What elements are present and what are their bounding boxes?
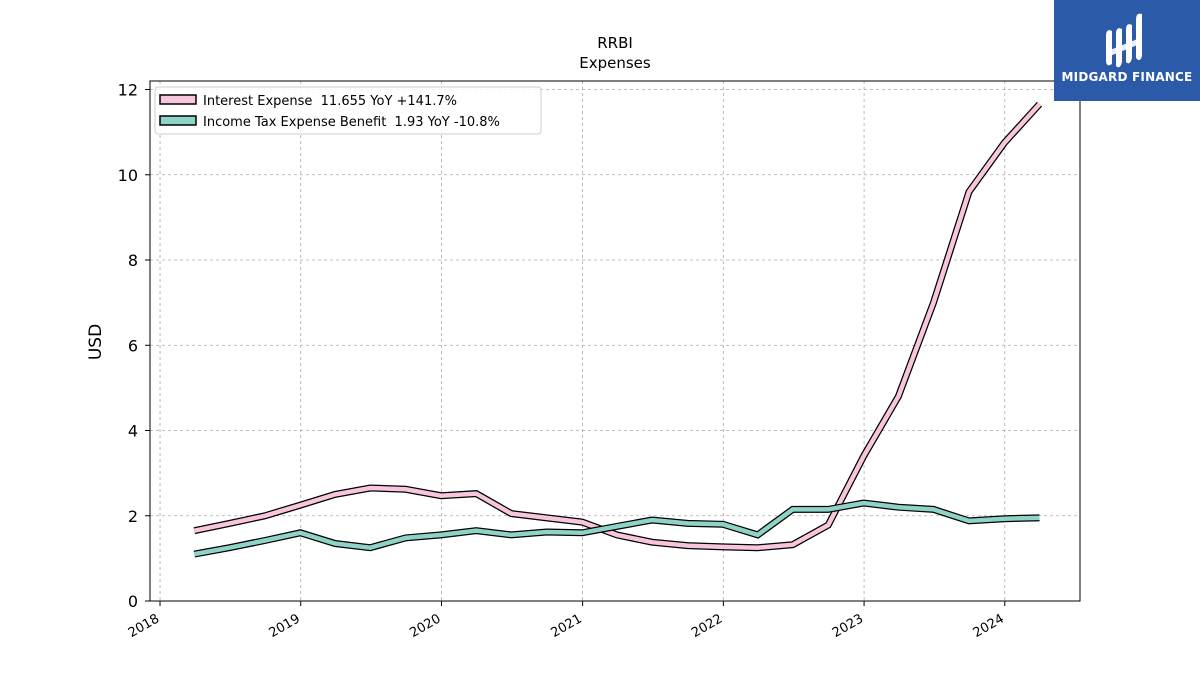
y-tick-label: 4 [128,422,138,441]
x-tick-label: 2024 [971,611,1007,641]
y-tick-label: 6 [128,336,138,355]
x-tick-label: 2019 [267,611,303,641]
x-axis: 2018 2019 2020 2021 2022 2023 2024 [126,601,1007,641]
x-tick-label: 2021 [548,611,584,641]
brand-logo: MIDGARD FINANCE [1054,0,1200,101]
midgard-logo-icon [1106,13,1142,68]
y-axis: 0 2 4 6 8 10 12 [118,81,150,611]
series-line-income-tax-expense-benefit [193,500,1040,557]
y-tick-label: 10 [118,166,138,185]
y-tick-label: 8 [128,251,138,270]
y-tick-label: 12 [118,81,138,100]
series-outline-interest-expense [193,101,1043,552]
legend-swatch-income-tax-expense-benefit [159,115,197,126]
x-tick-label: 2018 [126,611,162,641]
chart-title: RRBI [597,34,633,52]
plot-frame [149,80,1081,602]
legend: Interest Expense 11.655 YoY +141.7% Inco… [154,86,542,135]
series-line-interest-expense [193,102,1042,550]
x-tick-label: 2022 [689,611,725,641]
y-tick-label: 2 [128,507,138,526]
legend-swatch-interest-expense [159,94,197,105]
y-tick-label: 0 [128,592,138,611]
chart-subtitle: Expenses [579,54,651,72]
series-layer [193,101,1043,558]
legend-label-interest-expense: Interest Expense 11.655 YoY +141.7% [203,94,457,109]
legend-label-income-tax-expense-benefit: Income Tax Expense Benefit 1.93 YoY -10.… [203,115,500,130]
x-tick-label: 2023 [830,611,866,641]
brand-name: MIDGARD FINANCE [1061,70,1193,84]
y-axis-label: USD [86,324,106,360]
grid [150,81,1080,602]
x-tick-label: 2020 [407,611,443,641]
legend-box [154,86,542,135]
